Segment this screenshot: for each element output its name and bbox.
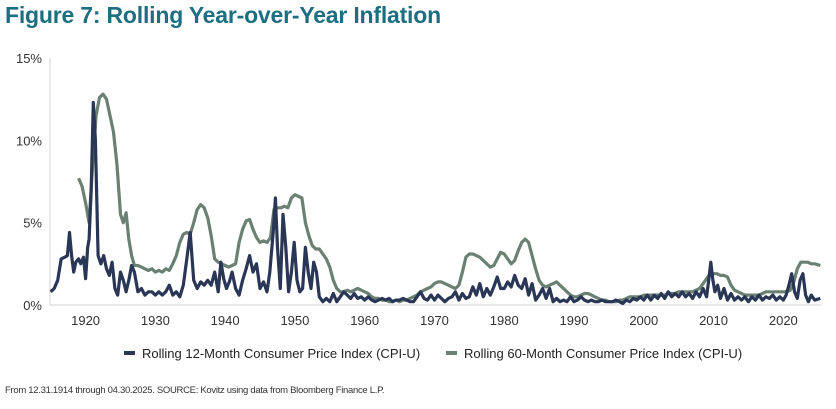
x-tick-label: 2000: [629, 313, 658, 328]
series-line-12-month: [49, 100, 821, 305]
x-tick-label: 1920: [71, 313, 100, 328]
legend: Rolling 12-Month Consumer Price Index (C…: [124, 346, 742, 361]
y-tick-labels: 0% 5% 10% 15%: [16, 51, 42, 313]
legend-swatch-12-month: [124, 351, 135, 355]
x-tick-label: 1940: [211, 313, 240, 328]
x-tick-labels: 1920 1930 1940 1950 1960 1970 1980 1990 2000 2010…: [71, 313, 798, 328]
y-tick-label: 5%: [23, 216, 42, 231]
x-tick-label: 2010: [699, 313, 728, 328]
x-tick-label: 2020: [769, 313, 798, 328]
chart-title: Figure 7: Rolling Year-over-Year Inflati…: [5, 2, 441, 28]
legend-label-60-month: Rolling 60-Month Consumer Price Index (C…: [464, 346, 742, 361]
x-tick-label: 1990: [560, 313, 589, 328]
y-tick-label: 10%: [16, 133, 42, 148]
x-tick-label: 1950: [280, 313, 309, 328]
x-tick-label: 1930: [141, 313, 170, 328]
x-tick-label: 1960: [350, 313, 379, 328]
y-tick-label: 15%: [16, 51, 42, 66]
x-tick-label: 1970: [420, 313, 449, 328]
legend-label-12-month: Rolling 12-Month Consumer Price Index (C…: [142, 346, 420, 361]
series-line-60-month: [77, 92, 821, 304]
y-tick-label: 0%: [23, 298, 42, 313]
legend-swatch-60-month: [446, 351, 457, 355]
source-footnote: From 12.31.1914 through 04.30.2025. SOUR…: [5, 385, 385, 396]
x-tick-label: 1980: [490, 313, 519, 328]
